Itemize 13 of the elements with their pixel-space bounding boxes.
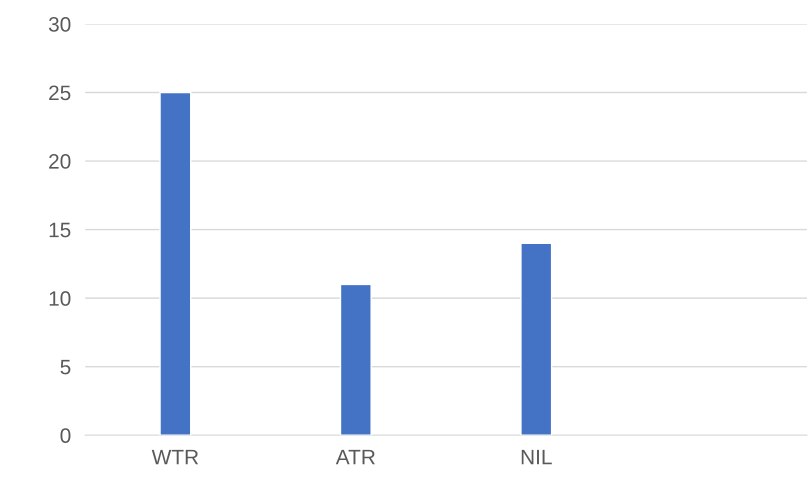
y-tick-label: 0 [60, 428, 70, 443]
y-tick-label: 30 [48, 16, 70, 32]
x-tick-label: WTR [152, 450, 198, 464]
bar [159, 92, 192, 436]
bar [520, 242, 552, 436]
y-tick-label: 20 [49, 154, 70, 169]
y-tick-label: 10 [50, 291, 70, 306]
y-tick-label: 15 [50, 222, 70, 238]
y-tick-label: 25 [49, 86, 70, 100]
y-tick-label: 5 [60, 360, 70, 374]
bar [340, 284, 372, 436]
x-tick-label: NIL [522, 450, 552, 464]
x-tick-label: ATR [336, 450, 375, 464]
